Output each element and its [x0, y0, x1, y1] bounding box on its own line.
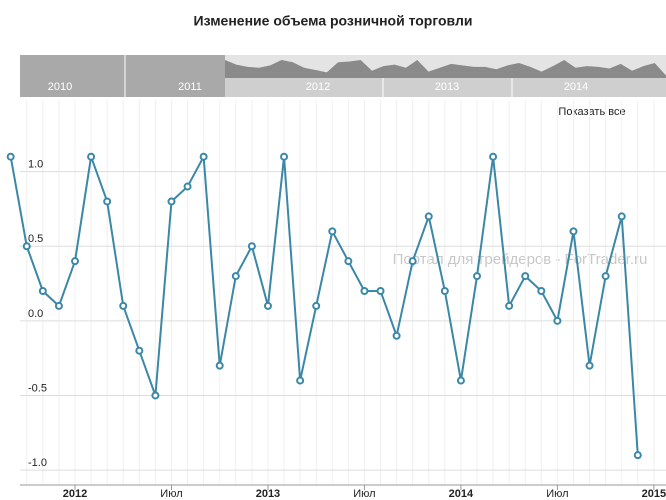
- navigator-area: [225, 59, 666, 78]
- navigator-label: 2014: [564, 81, 588, 93]
- x-tick-label: 2013: [256, 488, 280, 500]
- x-tick-label: Июл: [353, 488, 375, 500]
- point: [6, 152, 15, 161]
- point: [392, 331, 401, 340]
- point: [183, 182, 192, 191]
- point: [296, 376, 305, 385]
- point: [456, 376, 465, 385]
- point: [537, 287, 546, 296]
- point: [505, 301, 514, 310]
- chart-title: Изменение объема розничной торговли: [194, 13, 473, 29]
- point: [408, 257, 417, 266]
- point: [473, 272, 481, 281]
- x-tick-label: 2015: [642, 488, 666, 500]
- point: [312, 301, 321, 310]
- point: [633, 451, 642, 460]
- navigator-label: 2012: [306, 81, 330, 93]
- point: [489, 152, 498, 161]
- point: [135, 346, 144, 355]
- navigator-label: 2010: [48, 81, 72, 93]
- navigator-label: 2011: [178, 81, 202, 93]
- point: [424, 212, 433, 221]
- point: [280, 152, 289, 161]
- series-line: [9, 153, 639, 456]
- x-tick-label: 2012: [63, 488, 87, 500]
- point: [71, 257, 79, 266]
- y-tick-label: 1.0: [28, 159, 43, 171]
- reset-button[interactable]: Показать все: [558, 106, 625, 118]
- point: [87, 152, 96, 161]
- point: [569, 227, 578, 236]
- point: [440, 287, 449, 296]
- point: [247, 242, 256, 251]
- x-tick-label: 2014: [449, 488, 474, 500]
- navigator-scroll: [225, 78, 666, 97]
- y-tick-label: -1.0: [28, 457, 47, 469]
- point: [231, 272, 240, 281]
- point: [617, 212, 626, 221]
- point: [376, 287, 385, 296]
- watermark: Портал для трейдеров - ForTrader.ru: [393, 251, 648, 268]
- point: [103, 197, 112, 206]
- point: [119, 301, 128, 310]
- y-tick-label: -0.5: [28, 382, 47, 394]
- point: [38, 287, 47, 296]
- point: [328, 227, 337, 236]
- point: [344, 257, 353, 266]
- y-tick-label: 0.0: [28, 308, 43, 320]
- point: [54, 301, 63, 310]
- point: [167, 197, 176, 206]
- point: [199, 152, 208, 161]
- point: [22, 242, 31, 251]
- point: [601, 272, 610, 281]
- x-tick-label: Июл: [546, 488, 568, 500]
- navigator-label: 2013: [435, 81, 459, 93]
- point: [215, 361, 224, 370]
- point: [263, 301, 272, 310]
- y-tick-label: 0.5: [28, 233, 43, 245]
- point: [360, 287, 369, 296]
- navigator-mask: [20, 55, 225, 97]
- point: [521, 272, 530, 281]
- point: [585, 361, 594, 370]
- x-tick-label: Июл: [160, 488, 182, 500]
- point: [553, 316, 562, 325]
- point: [151, 391, 160, 400]
